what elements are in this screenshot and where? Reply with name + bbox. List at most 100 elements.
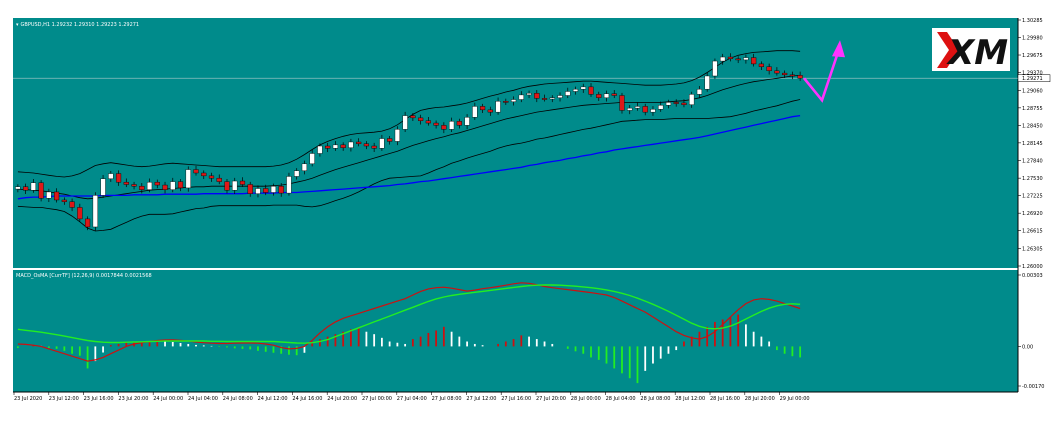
candle[interactable] — [727, 53, 734, 62]
candle[interactable] — [487, 106, 493, 116]
candle[interactable] — [286, 172, 292, 196]
candle[interactable] — [673, 99, 679, 107]
candle[interactable] — [255, 185, 261, 198]
candle[interactable] — [735, 56, 741, 64]
candle[interactable] — [410, 113, 416, 122]
candle[interactable] — [650, 106, 656, 116]
candle[interactable] — [689, 91, 695, 108]
candle[interactable] — [123, 178, 129, 188]
candle[interactable] — [425, 117, 431, 126]
candle[interactable] — [789, 71, 795, 80]
candle[interactable] — [201, 170, 207, 180]
candle[interactable] — [751, 53, 757, 67]
candle[interactable] — [301, 160, 308, 175]
candle[interactable] — [224, 179, 230, 194]
candle[interactable] — [387, 135, 393, 145]
candle[interactable] — [309, 149, 315, 167]
candle[interactable] — [634, 102, 641, 111]
candle[interactable] — [46, 188, 52, 202]
candle[interactable] — [495, 97, 501, 115]
candle[interactable] — [541, 94, 548, 102]
candle[interactable] — [619, 92, 625, 114]
candle[interactable] — [371, 142, 377, 153]
candle[interactable] — [38, 180, 44, 202]
candle[interactable] — [565, 87, 571, 99]
candle[interactable] — [162, 181, 168, 194]
candle[interactable] — [379, 134, 385, 151]
candle[interactable] — [208, 172, 215, 182]
candle[interactable] — [774, 67, 780, 76]
candle[interactable] — [356, 138, 362, 147]
candle[interactable] — [503, 98, 509, 105]
candle[interactable] — [340, 142, 346, 151]
candle[interactable] — [270, 183, 277, 196]
candle[interactable] — [510, 96, 517, 106]
candle[interactable] — [557, 92, 563, 102]
candle[interactable] — [681, 99, 687, 108]
candle[interactable] — [139, 183, 145, 194]
candle[interactable] — [596, 91, 602, 101]
candle[interactable] — [146, 178, 153, 193]
candle[interactable] — [712, 58, 718, 80]
candle[interactable] — [278, 183, 284, 197]
candle[interactable] — [363, 141, 370, 150]
candle[interactable] — [232, 177, 238, 194]
candle[interactable] — [572, 86, 579, 95]
candle[interactable] — [185, 166, 191, 192]
candle[interactable] — [348, 138, 354, 152]
candle[interactable] — [317, 143, 323, 157]
candle[interactable] — [448, 117, 455, 132]
candle[interactable] — [84, 216, 91, 231]
candle[interactable] — [61, 197, 67, 205]
candle[interactable] — [15, 184, 21, 193]
macd-pane[interactable] — [13, 270, 1018, 392]
candle[interactable] — [627, 104, 633, 115]
candle[interactable] — [696, 86, 703, 99]
candle[interactable] — [758, 61, 765, 70]
candle[interactable] — [23, 183, 29, 194]
candle[interactable] — [170, 177, 176, 193]
candle[interactable] — [665, 99, 672, 109]
candle[interactable] — [108, 170, 114, 182]
candle[interactable] — [456, 118, 462, 129]
candle[interactable] — [479, 103, 486, 114]
candle[interactable] — [239, 177, 246, 188]
candle[interactable] — [526, 90, 532, 99]
candle[interactable] — [441, 122, 447, 134]
candle[interactable] — [603, 90, 610, 102]
candle[interactable] — [69, 198, 75, 212]
candle[interactable] — [263, 184, 269, 196]
candle[interactable] — [704, 72, 710, 92]
candle[interactable] — [743, 54, 749, 64]
candle[interactable] — [53, 188, 60, 203]
candle[interactable] — [92, 192, 98, 231]
candle[interactable] — [216, 174, 222, 185]
candle[interactable] — [611, 90, 617, 99]
candle[interactable] — [658, 101, 664, 112]
candle[interactable] — [518, 91, 524, 103]
candle[interactable] — [77, 203, 83, 222]
candle[interactable] — [193, 165, 199, 176]
candle[interactable] — [766, 63, 772, 75]
candle[interactable] — [154, 179, 160, 189]
candle[interactable] — [797, 71, 803, 81]
candle[interactable] — [30, 179, 36, 193]
candle[interactable] — [131, 181, 137, 190]
candlesticks[interactable] — [15, 53, 803, 231]
candle[interactable] — [100, 175, 106, 198]
candle[interactable] — [642, 103, 648, 116]
candle[interactable] — [332, 141, 339, 151]
candle[interactable] — [580, 83, 586, 93]
candle[interactable] — [588, 83, 594, 97]
candle[interactable] — [433, 120, 439, 129]
candle[interactable] — [472, 102, 478, 120]
candle[interactable] — [402, 111, 408, 132]
candle[interactable] — [247, 181, 253, 197]
candle[interactable] — [549, 95, 555, 103]
candle[interactable] — [115, 170, 122, 186]
candle[interactable] — [534, 90, 540, 103]
price-pane[interactable] — [13, 18, 1018, 268]
candle[interactable] — [782, 70, 788, 78]
candle[interactable] — [464, 114, 470, 130]
